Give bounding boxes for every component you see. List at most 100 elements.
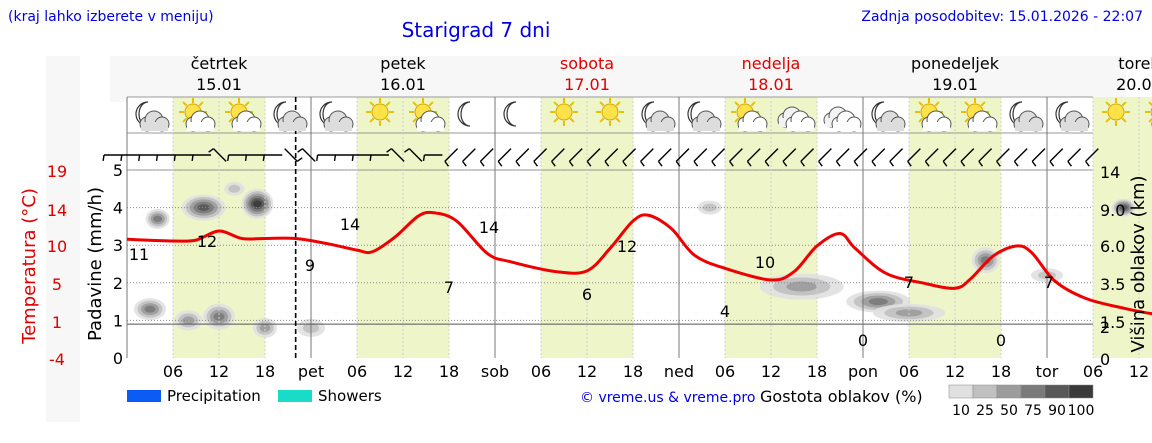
temperature-tick: 5 (52, 275, 62, 294)
sun-ray (1121, 117, 1127, 123)
wind-shaft (924, 148, 939, 162)
wind-flag (1067, 160, 1072, 167)
sun-disc (601, 103, 619, 121)
temperature-label: 11 (129, 245, 149, 264)
sun-shape (1145, 101, 1152, 123)
cloud-height-tick: 14 (1100, 163, 1120, 182)
moon-cloud-icon (1055, 101, 1090, 132)
cloud-base (923, 122, 950, 131)
cloud-base (693, 122, 720, 131)
wind-barb (284, 148, 303, 162)
hour-tick-label: 18 (255, 362, 275, 381)
grid-lines (126, 96, 1140, 358)
x-axis-labels: 06 12 18 06 12 18 pet 06 12 18 sob 06 12 18 ned 06 12 18 p… (163, 362, 1149, 381)
sun-cloud-icon (915, 98, 952, 132)
cloud-density-level: 50 (1000, 403, 1018, 419)
cloud-layer (213, 312, 225, 321)
temperature-label: 9 (305, 256, 315, 275)
moon-cloud-icon (135, 101, 170, 132)
wind-shaft (996, 148, 1010, 162)
temperature-tick: 14 (47, 201, 67, 220)
sun-ray (918, 101, 924, 107)
cloud-base (417, 122, 444, 131)
cloud-base (877, 122, 904, 131)
sun-ray (228, 117, 234, 123)
region-hint[interactable]: (kraj lahko izberete v meniju) (8, 9, 214, 25)
wind-flag (622, 160, 627, 167)
wind-shaft (408, 148, 423, 162)
wind-barb (924, 148, 939, 167)
day-name: torek (1118, 54, 1152, 73)
day-date: 20.01 (1116, 75, 1152, 94)
showers-swatch (278, 390, 312, 402)
sun-disc (371, 103, 389, 121)
wind-flag (693, 160, 699, 167)
cloud-base (141, 122, 168, 131)
cloud-density-level: 100 (1068, 403, 1095, 419)
wind-shaft (533, 148, 548, 162)
wind-flag (296, 157, 303, 162)
hour-tick-label: 18 (623, 362, 643, 381)
sun-ray (750, 101, 756, 107)
wind-flag (924, 160, 930, 167)
wind-flag (835, 160, 841, 167)
wind-flag (942, 160, 948, 167)
copyright-link[interactable]: © vreme.us & vreme.pro (580, 390, 755, 406)
cloud-layer (197, 204, 210, 212)
temperature-label: 7 (904, 273, 914, 292)
wind-barb (1031, 148, 1046, 167)
moon-cloud-icon (687, 101, 722, 132)
temperature-label: 4 (720, 302, 730, 321)
sun-ray (412, 101, 418, 107)
sun-ray (182, 101, 188, 107)
cloud-shape (1013, 110, 1044, 132)
wind-barb (173, 154, 194, 162)
wind-flag (604, 160, 610, 167)
showers-legend-label: Showers (318, 387, 382, 405)
cloud-base (279, 122, 306, 131)
temperature-label: 7 (444, 278, 454, 297)
wind-shaft (212, 148, 227, 162)
wind-flag (782, 160, 788, 167)
sun-cloud-icon (179, 98, 216, 132)
wind-barb (675, 148, 690, 167)
moon-icon (503, 101, 517, 127)
hour-tick-label: 18 (807, 362, 827, 381)
sun-icon (596, 98, 624, 126)
wind-flag (316, 154, 319, 162)
precipitation-legend-label: Precipitation (167, 387, 261, 405)
wind-barb (1067, 148, 1082, 167)
wind-shaft (551, 148, 565, 162)
hour-tick-label: 12 (209, 362, 229, 381)
wind-barb (244, 154, 265, 162)
sun-ray (369, 117, 375, 123)
hour-tick-label: 06 (347, 362, 367, 381)
cloud-base (1015, 122, 1042, 131)
cloud-density-swatch (1020, 384, 1046, 399)
cloud-shape (277, 110, 308, 132)
wind-barb (604, 148, 619, 167)
precipitation-tick: 2 (113, 274, 123, 293)
day-abbrev-label: tor (1036, 362, 1059, 381)
temperature-label: 0 (858, 331, 868, 350)
hour-tick-label: 18 (991, 362, 1011, 381)
wind-barb (711, 148, 726, 167)
day-abbrev-label: sob (481, 362, 509, 381)
wind-flag (138, 154, 141, 162)
sun-icon (1102, 98, 1130, 126)
wind-shaft (764, 148, 779, 162)
wind-shaft (622, 148, 637, 162)
wind-barb (782, 148, 797, 167)
sun-ray (228, 101, 234, 107)
wind-barb (871, 148, 886, 167)
hour-tick-label: 06 (1083, 362, 1103, 381)
wind-flag (191, 154, 194, 162)
wind-shaft (657, 148, 672, 162)
wind-shaft (942, 148, 957, 162)
sun-ray (599, 101, 605, 107)
temperature-tick: 1 (52, 313, 62, 332)
cloud-layer (895, 309, 923, 317)
wind-barb (208, 148, 227, 162)
cloud-density-title: Gostota oblakov (%) (760, 387, 923, 406)
